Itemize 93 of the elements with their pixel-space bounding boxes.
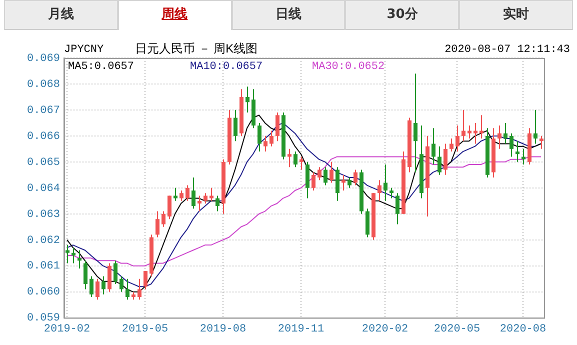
candlestick (366, 208, 370, 238)
candlestick (438, 146, 442, 176)
candlestick (306, 161, 310, 199)
candlestick (66, 244, 70, 264)
y-tick-label: 0.068 (26, 78, 60, 91)
y-tick-label: 0.065 (26, 156, 60, 169)
candlestick (510, 132, 514, 158)
candlestick (378, 180, 382, 202)
candlestick (540, 135, 544, 150)
candlestick (474, 122, 478, 144)
y-tick-label: 0.064 (26, 182, 60, 195)
candlestick (330, 161, 334, 184)
y-tick-label: 0.062 (26, 234, 60, 247)
text: MA30:0.0652 (312, 60, 385, 73)
y-tick-label: 0.061 (26, 260, 60, 273)
candlestick (204, 192, 208, 204)
chart-title: 日元人民币 － 周K线图 (135, 41, 258, 56)
candlestick (450, 138, 454, 152)
candlestick (432, 128, 436, 166)
candlestick (336, 166, 340, 202)
candlestick (108, 262, 112, 292)
candlestick (180, 190, 184, 202)
candlestick (480, 114, 484, 140)
candlestick (414, 73, 418, 173)
candlestick (390, 187, 394, 199)
candlestick (468, 125, 472, 140)
x-tick-label: 2020-08 (500, 323, 546, 336)
candlestick (126, 278, 130, 300)
candlestick (72, 247, 76, 264)
candlestick (300, 156, 304, 170)
candlestick (264, 135, 268, 152)
candlestick (168, 195, 172, 220)
candlestick (318, 166, 322, 181)
candlestick (312, 172, 316, 191)
candlestick (504, 122, 508, 144)
text: JPYCNY (64, 44, 104, 56)
candlestick (270, 130, 274, 147)
candlestick (138, 278, 142, 300)
candlestick (354, 169, 358, 186)
y-tick-label: 0.059 (26, 312, 60, 325)
x-tick-label: 2019-05 (122, 323, 168, 336)
candlestick (84, 260, 88, 290)
candlestick (96, 278, 100, 300)
candlestick (288, 148, 292, 168)
text: 周线 (118, 0, 232, 30)
x-tick-label: 2020-02 (362, 323, 408, 336)
y-tick-label: 0.069 (26, 52, 60, 65)
candlestick (384, 164, 388, 202)
x-tick-label: 2019-02 (44, 323, 90, 336)
candlestick (294, 151, 298, 168)
candlestick (498, 125, 502, 150)
candlestick (396, 192, 400, 225)
text: 月线 (4, 0, 118, 30)
candlestick (156, 210, 160, 238)
candlestick (324, 166, 328, 186)
candlestick (246, 86, 250, 114)
candlestick (102, 276, 106, 295)
candlestick (78, 250, 82, 269)
candlestick (216, 195, 220, 212)
candlestick (456, 125, 460, 152)
candlestick (522, 148, 526, 166)
candlestick (534, 109, 538, 144)
text: MA10:0.0657 (190, 60, 263, 73)
candlestick (462, 109, 466, 142)
y-tick-label: 0.067 (26, 104, 60, 117)
candlestick (186, 184, 190, 202)
candlestick (174, 187, 178, 202)
candlestick (258, 122, 262, 152)
text: 实时 (459, 0, 573, 30)
candlestick (342, 174, 346, 191)
candlestick (210, 187, 214, 202)
x-tick-label: 2020-05 (434, 323, 480, 336)
candlestick (276, 112, 280, 142)
candlestick (162, 210, 166, 228)
candlestick (348, 177, 352, 188)
candlestick (114, 260, 118, 285)
candlestick (234, 109, 238, 142)
candlestick (198, 195, 202, 212)
x-tick-label: 2019-08 (200, 323, 246, 336)
x-tick-label: 2019-11 (278, 323, 324, 336)
text: 日线 (232, 0, 346, 30)
y-tick-label: 0.063 (26, 208, 60, 221)
text: 2020-08-07 12:11:43 (444, 44, 570, 56)
y-tick-label: 0.066 (26, 130, 60, 143)
y-tick-label: 0.060 (26, 286, 60, 299)
text: MA5:0.0657 (68, 60, 134, 73)
candlestick (120, 276, 124, 292)
text: 30分 (345, 0, 460, 30)
candlestick (144, 270, 148, 290)
candlestick (90, 276, 94, 298)
candlestick (516, 140, 520, 162)
candlestick (192, 177, 196, 210)
candlestick (444, 143, 448, 176)
